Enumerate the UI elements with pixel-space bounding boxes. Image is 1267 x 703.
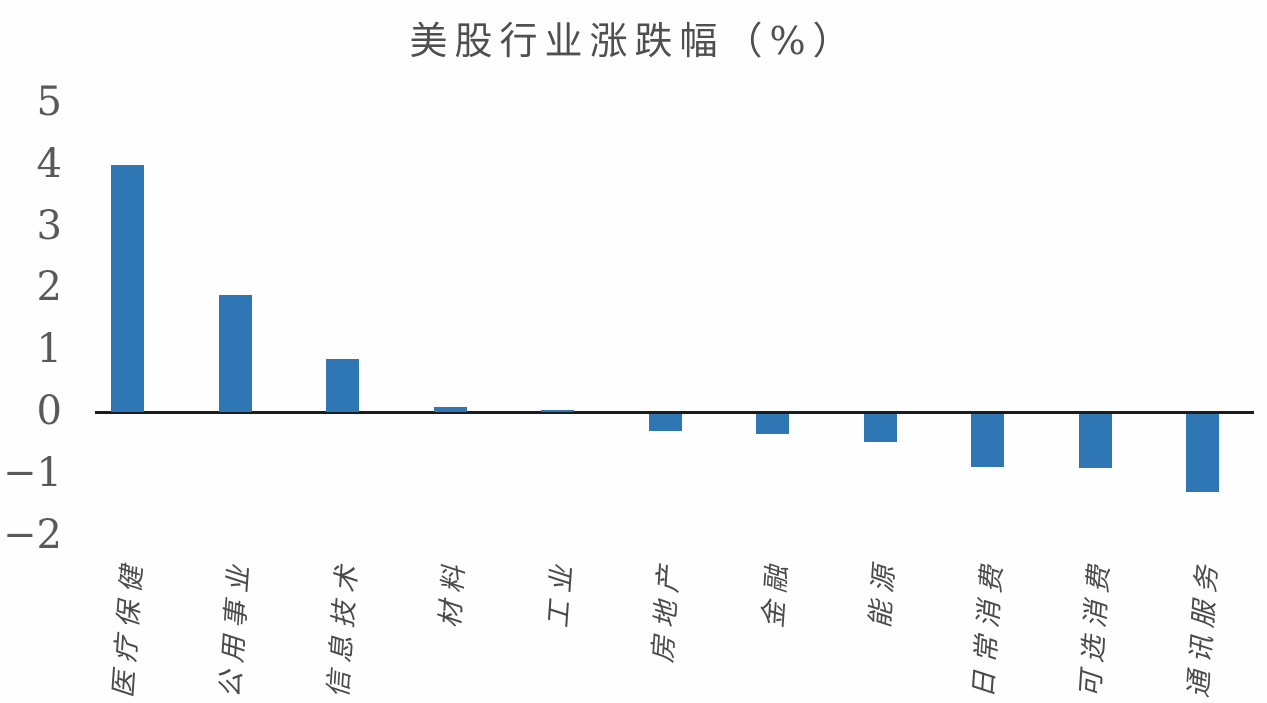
bar-7: [863, 414, 897, 442]
x-axis-zero-line: [95, 411, 1254, 414]
x-axis-label-1: 公用事业: [215, 557, 256, 699]
bar-10: [1186, 414, 1219, 493]
x-axis-label-4: 工业: [542, 557, 579, 630]
x-axis-label-2: 信息技术: [322, 557, 364, 699]
y-tick-label-1: 1: [36, 326, 62, 373]
x-axis-label-6: 金融: [757, 557, 794, 630]
bar-9: [1078, 414, 1112, 469]
bar-5: [648, 414, 682, 432]
x-axis-label-10: 通讯服务: [1182, 557, 1224, 699]
y-tick-label-4: 4: [36, 140, 62, 187]
y-tick-label-5: 5: [36, 79, 62, 125]
x-axis-label-8: 日常消费: [967, 557, 1009, 699]
x-axis-label-0: 医疗保健: [107, 557, 149, 699]
bar-1: [218, 294, 252, 412]
y-tick-label-0: 0: [36, 388, 62, 434]
bar-8: [971, 414, 1004, 467]
chart-title: 美股行业涨跌幅（%）: [409, 19, 858, 63]
bar-3: [433, 407, 467, 412]
x-axis-label-9: 可选消费: [1075, 557, 1116, 699]
y-tick-label-3: 3: [36, 202, 62, 249]
bar-2: [326, 359, 359, 412]
x-axis-label-3: 材料: [435, 557, 471, 630]
bar-6: [756, 414, 789, 434]
y-tick-label--1: −1: [3, 449, 62, 496]
y-tick-label-2: 2: [36, 264, 62, 311]
bar-0: [111, 164, 144, 412]
bar-4: [541, 409, 574, 412]
x-axis-label-5: 房地产: [647, 557, 686, 664]
x-axis-label-7: 能源: [865, 557, 901, 630]
y-tick-label--2: −2: [3, 511, 62, 558]
